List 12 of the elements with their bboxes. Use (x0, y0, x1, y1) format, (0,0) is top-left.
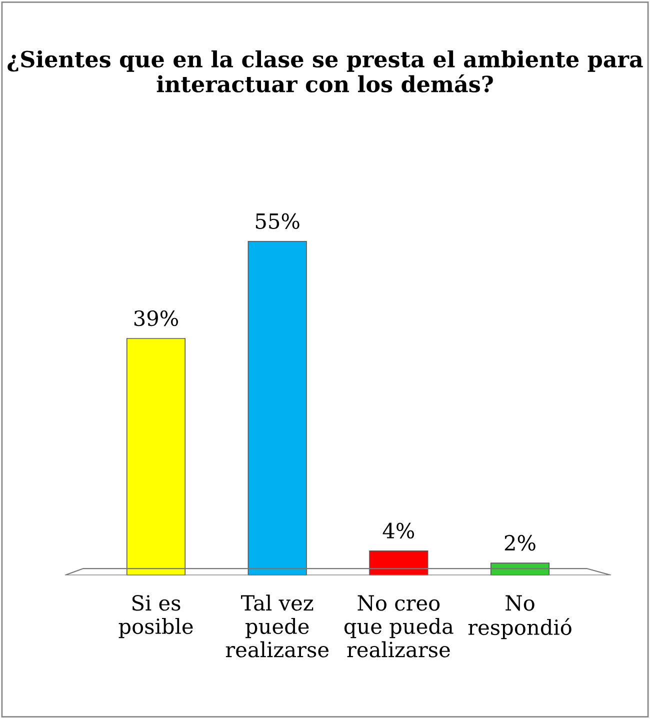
x-tick-label: Si es posible (118, 595, 193, 638)
bar (126, 338, 186, 576)
data-label: 39% (134, 310, 178, 326)
data-label: 2% (504, 534, 536, 551)
x-tick-label: Tal vez puede realizarse (226, 594, 328, 658)
bar (369, 550, 428, 576)
x-tick-label: No respondió (468, 595, 572, 640)
data-label: 4% (382, 522, 414, 539)
x-tick-label: No creo que pueda realizarse (344, 595, 454, 658)
bar (248, 240, 307, 576)
data-label: 55% (256, 213, 300, 230)
chart-title: ¿Sientes que en la clase se presta el ambiente para interactuar con los demás? (8, 50, 643, 92)
